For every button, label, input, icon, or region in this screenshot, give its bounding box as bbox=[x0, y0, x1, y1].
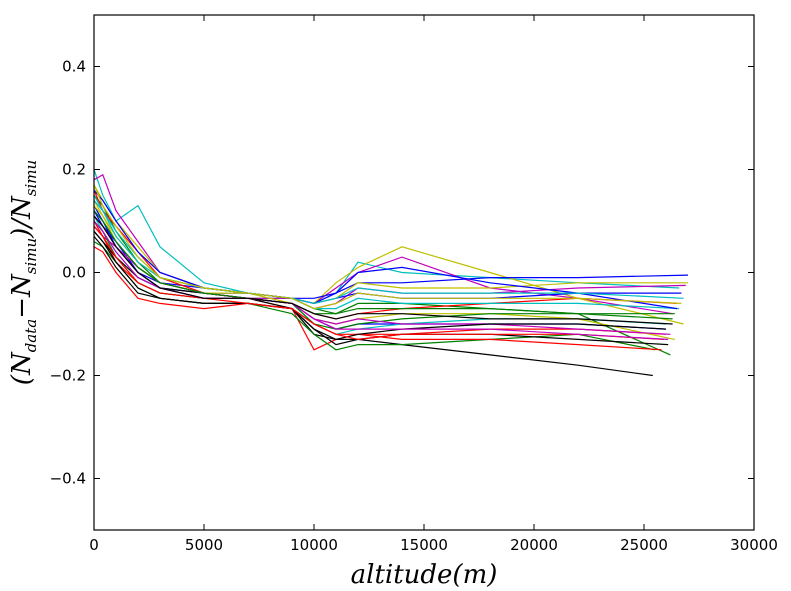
series-line bbox=[93, 210, 682, 305]
x-axis-label: altitude(m) bbox=[351, 560, 498, 590]
y-label-sub-simu: simu bbox=[22, 238, 40, 274]
series-line bbox=[93, 225, 664, 341]
x-tick-label: 15000 bbox=[400, 536, 448, 554]
series-line bbox=[93, 220, 673, 330]
plot-frame bbox=[93, 14, 755, 531]
x-tick-label: 5000 bbox=[185, 536, 223, 554]
x-tick-label: 20000 bbox=[510, 536, 558, 554]
series-line bbox=[93, 184, 682, 310]
x-tick-label: 10000 bbox=[290, 536, 338, 554]
y-axis-label: (Ndata−Nsimu)/Nsimu bbox=[7, 160, 40, 385]
series-layer bbox=[93, 169, 689, 377]
y-label-part: (N bbox=[7, 351, 37, 385]
y-label-part: −N bbox=[7, 273, 37, 319]
y-label-sub-data: data bbox=[22, 319, 40, 353]
x-tick-label: 25000 bbox=[620, 536, 668, 554]
y-tick-label: 0.2 bbox=[62, 161, 86, 179]
y-tick-label: −0.4 bbox=[50, 470, 86, 488]
y-label-sub-simu: simu bbox=[22, 160, 40, 196]
y-label-part: )/N bbox=[7, 195, 37, 239]
y-tick-label: 0.0 bbox=[62, 264, 86, 282]
x-tick-label: 0 bbox=[89, 536, 99, 554]
x-tick-label: 30000 bbox=[730, 536, 778, 554]
y-tick-label: −0.2 bbox=[50, 367, 86, 385]
y-tick-label: 0.4 bbox=[62, 58, 86, 76]
ticks-layer: 0 5000 10000 15000 20000 25000 30000 0.4 0.2 0.0 −… bbox=[50, 15, 778, 554]
series-line bbox=[93, 215, 673, 325]
